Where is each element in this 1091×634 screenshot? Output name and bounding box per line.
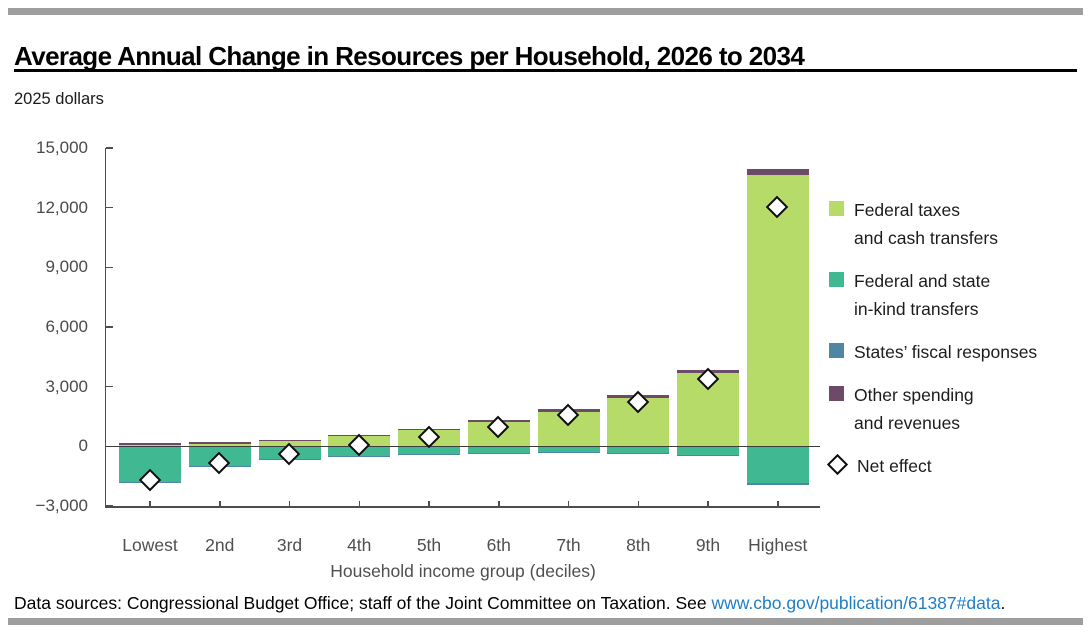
data-sources-text: Data sources: Congressional Budget Offic…: [14, 593, 712, 613]
y-tick-label: 3,000: [45, 376, 88, 396]
legend-color-swatch: [829, 386, 844, 401]
y-tick-mark: [106, 505, 113, 507]
bottom-divider-bar: [8, 618, 1083, 625]
data-sources-note: Data sources: Congressional Budget Offic…: [14, 593, 1005, 614]
zero-baseline: [106, 445, 820, 448]
x-tick-mark: [428, 501, 430, 506]
bar-segment-states-fiscal: [537, 452, 600, 453]
bar-segment-in-kind-transfers: [677, 446, 739, 456]
bar-segment-in-kind-transfers: [746, 446, 809, 484]
x-category-label: 6th: [486, 535, 511, 555]
bar-segment-in-kind-transfers: [467, 446, 530, 454]
top-divider-bar: [8, 8, 1083, 15]
x-category-label: 9th: [695, 535, 721, 555]
x-axis-line: [104, 506, 820, 508]
x-category-label: 5th: [416, 535, 442, 555]
x-tick-mark: [637, 501, 639, 506]
x-category-label: Lowest: [122, 535, 178, 555]
x-category-label: 3rd: [276, 535, 303, 555]
net-effect-diamond-icon: [826, 453, 849, 476]
legend-item: Federal taxes and cash transfers: [828, 196, 1090, 252]
y-tick-mark: [106, 385, 113, 388]
y-tick-label: 6,000: [45, 317, 88, 336]
x-tick-mark: [567, 501, 570, 506]
legend-item: States’ fiscal responses: [828, 338, 1090, 366]
x-category-label: 4th: [347, 535, 372, 555]
x-category-label: 2nd: [205, 535, 235, 555]
x-category-label: 8th: [626, 535, 651, 555]
legend-item: Other spending and revenues: [828, 381, 1090, 437]
x-tick-mark: [288, 501, 291, 506]
x-category-label: Highest: [748, 535, 808, 555]
legend-color-swatch: [829, 201, 844, 216]
bar-segment-in-kind-transfers: [537, 446, 600, 453]
y-tick-label: 15,000: [36, 138, 88, 157]
legend-label: Net effect: [857, 456, 932, 476]
bar-segment-federal-taxes-cash: [188, 444, 251, 447]
x-tick-mark: [777, 501, 779, 506]
y-tick-mark: [106, 206, 113, 209]
y-tick-mark: [106, 266, 113, 269]
bar-segment-other-spending: [258, 440, 321, 442]
title-rule: [14, 69, 1077, 72]
x-tick-mark: [219, 501, 221, 506]
chart-title: Average Annual Change in Resources per H…: [14, 41, 805, 72]
bar-segment-states-fiscal: [398, 454, 460, 455]
bar-segment-states-fiscal: [467, 453, 530, 454]
x-tick-mark: [498, 501, 500, 506]
bar-segment-in-kind-transfers: [607, 446, 670, 453]
chart-legend: Federal taxes and cash transfers Federal a…: [826, 196, 1090, 480]
y-axis-unit-label: 2025 dollars: [14, 90, 104, 108]
legend-label: Federal taxes and cash transfers: [854, 200, 998, 248]
legend-color-swatch: [829, 343, 844, 358]
bar-segment-other-spending: [746, 168, 809, 175]
x-category-label: 7th: [556, 535, 581, 555]
y-tick-label: 9,000: [45, 257, 88, 277]
legend-label: Other spending and revenues: [854, 385, 974, 433]
bar-segment-in-kind-transfers: [398, 446, 460, 455]
data-source-link[interactable]: www.cbo.gov/publication/61387#data: [711, 593, 1001, 613]
data-sources-period: .: [1000, 593, 1006, 613]
y-tick-mark: [106, 147, 113, 149]
legend-color-swatch: [829, 272, 844, 287]
x-tick-mark: [707, 501, 709, 506]
x-axis-title: Household income group (deciles): [330, 561, 596, 581]
x-tick-mark: [149, 501, 151, 506]
legend-item: Net effect: [826, 452, 1090, 480]
legend-label: Federal and state in-kind transfers: [854, 271, 991, 319]
bar-segment-other-spending: [119, 443, 181, 446]
y-tick-mark: [106, 326, 113, 328]
legend-item: Federal and state in-kind transfers: [828, 267, 1090, 323]
x-tick-mark: [358, 501, 360, 506]
bar-segment-states-fiscal: [677, 455, 739, 456]
y-tick-label: 0: [78, 436, 88, 456]
y-tick-label: 12,000: [36, 197, 88, 217]
bar-segment-states-fiscal: [607, 452, 670, 454]
bar-segment-federal-taxes-cash: [746, 174, 809, 447]
y-axis-line: [104, 148, 106, 508]
bar-segment-states-fiscal: [746, 483, 809, 486]
y-tick-label: −3,000: [35, 496, 88, 515]
bar-segment-states-fiscal: [328, 456, 391, 457]
bar-segment-other-spending: [188, 442, 251, 445]
legend-label: States’ fiscal responses: [854, 342, 1038, 362]
